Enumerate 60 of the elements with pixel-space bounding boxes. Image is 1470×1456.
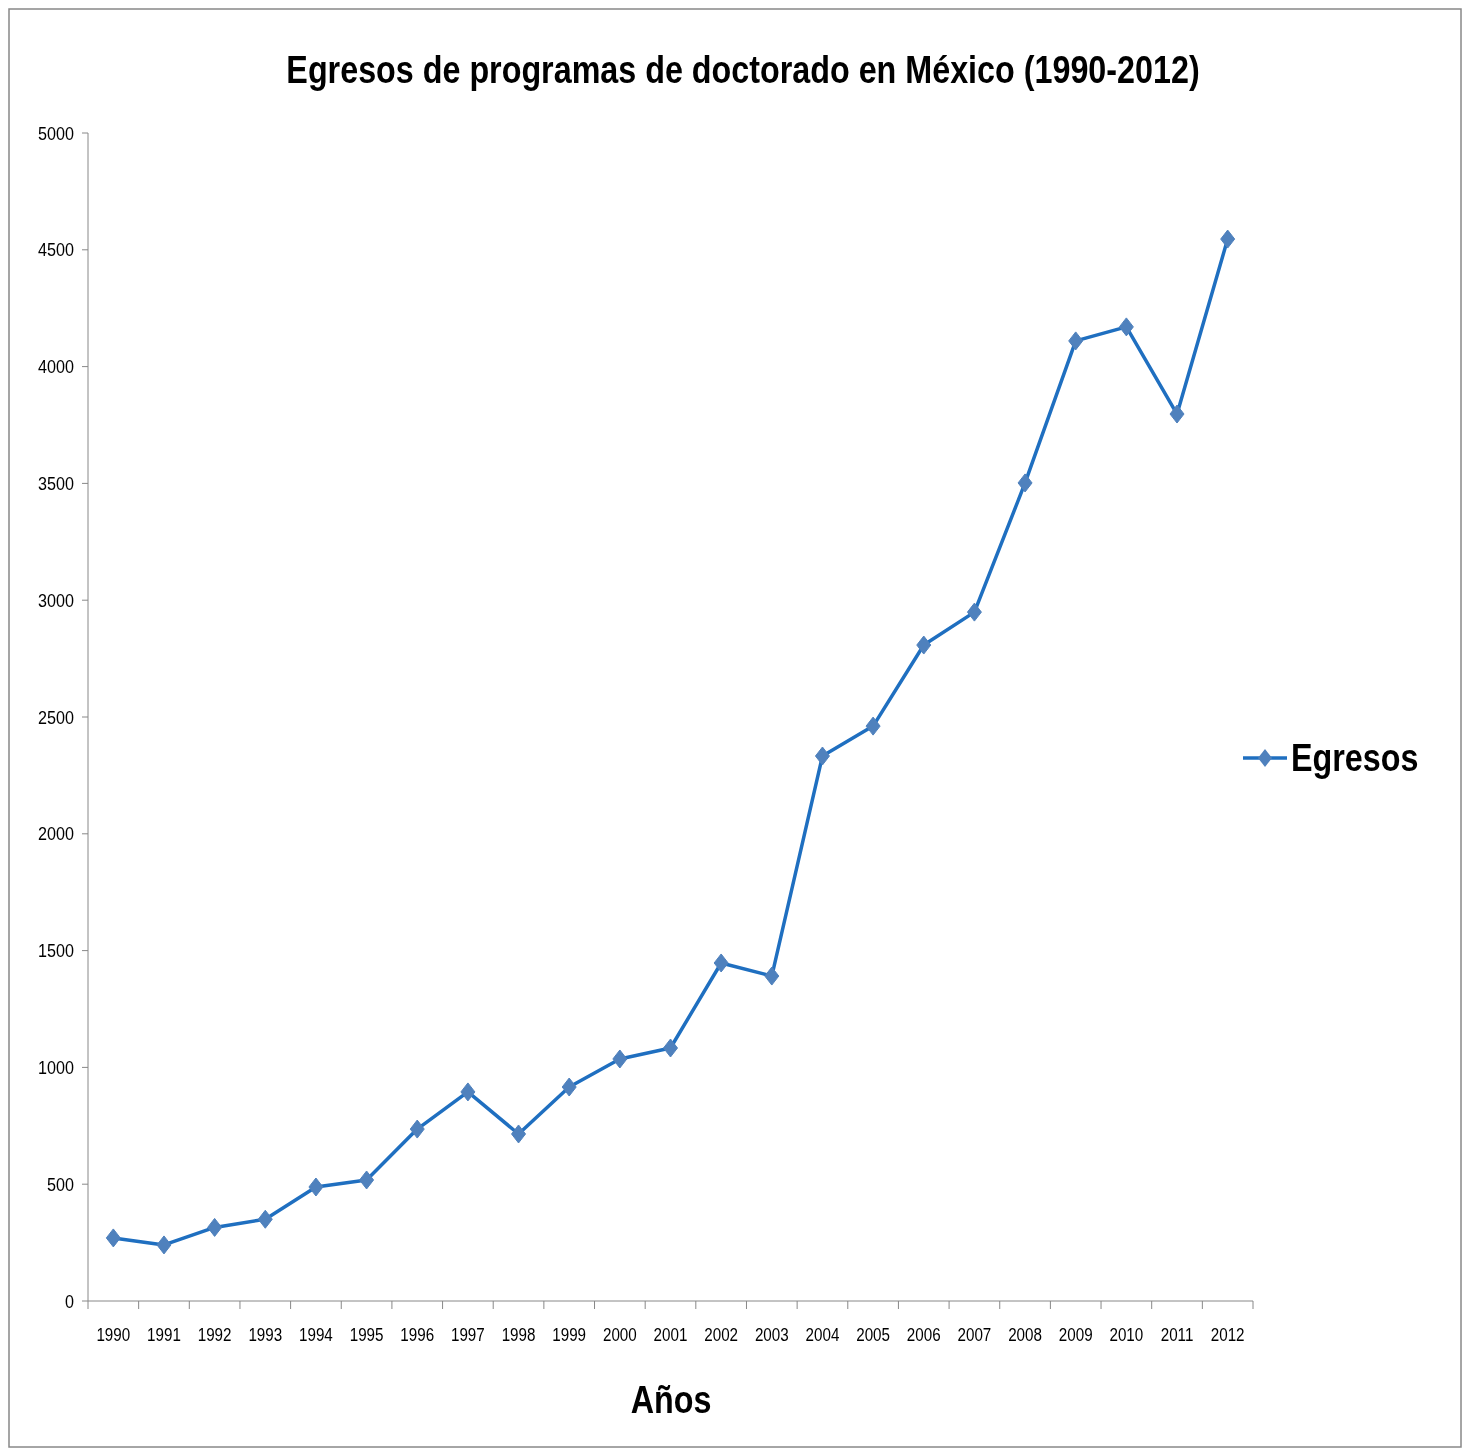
point bbox=[865, 716, 881, 736]
point bbox=[916, 635, 932, 655]
x-tick-label: 2006 bbox=[906, 1323, 941, 1346]
point bbox=[207, 1217, 223, 1237]
x-tick-label: 2012 bbox=[1210, 1323, 1245, 1346]
x-tick-label: 1997 bbox=[451, 1323, 485, 1346]
x-tick-label: 1990 bbox=[96, 1323, 131, 1346]
point bbox=[663, 1038, 678, 1058]
x-tick-label: 2004 bbox=[805, 1323, 840, 1346]
x-tick-label: 1993 bbox=[248, 1323, 283, 1346]
y-tick-label: 2500 bbox=[38, 706, 75, 728]
point bbox=[713, 953, 729, 973]
point bbox=[814, 746, 830, 766]
x-tick-label: 1999 bbox=[552, 1323, 587, 1346]
y-tick-label: 1000 bbox=[38, 1056, 75, 1079]
x-tick-label: 2003 bbox=[754, 1323, 789, 1346]
x-tick-label: 2000 bbox=[602, 1323, 637, 1346]
x-tick-label: 1995 bbox=[349, 1323, 384, 1346]
y-tick-label: 3500 bbox=[38, 472, 75, 495]
x-tick-label: 1996 bbox=[400, 1323, 435, 1346]
y-tick-label: 3000 bbox=[38, 589, 75, 612]
x-tick-label: 2002 bbox=[704, 1323, 739, 1346]
point bbox=[460, 1082, 476, 1102]
x-tick-label: 2010 bbox=[1109, 1323, 1144, 1346]
chart-title: Egresos de programas de doctorado en México (1990-2012) bbox=[286, 48, 1200, 91]
legend-label: Egresos bbox=[1291, 736, 1419, 779]
x-tick-label: 2001 bbox=[653, 1323, 688, 1346]
point bbox=[561, 1077, 577, 1097]
x-tick-label: 2011 bbox=[1160, 1323, 1194, 1346]
point bbox=[1118, 317, 1134, 337]
point bbox=[105, 1228, 121, 1248]
y-tick-label: 5000 bbox=[38, 122, 75, 144]
point bbox=[1220, 229, 1236, 249]
y-tick-label: 500 bbox=[47, 1173, 75, 1196]
x-tick-label: 2008 bbox=[1008, 1323, 1042, 1346]
y-tick-label: 4500 bbox=[38, 239, 75, 261]
point bbox=[156, 1235, 172, 1255]
point bbox=[511, 1124, 527, 1144]
point bbox=[257, 1209, 273, 1229]
y-tick-label: 0 bbox=[65, 1290, 75, 1312]
point bbox=[1169, 404, 1185, 424]
x-tick-label: 1991 bbox=[147, 1323, 181, 1346]
x-tick-label: 1998 bbox=[501, 1323, 536, 1346]
point bbox=[966, 602, 982, 622]
x-tick-label: 2007 bbox=[957, 1323, 992, 1346]
point bbox=[1017, 473, 1033, 493]
y-tick-label: 4000 bbox=[38, 356, 75, 378]
point bbox=[764, 966, 780, 986]
point bbox=[612, 1049, 628, 1069]
point bbox=[1068, 331, 1084, 351]
x-tick-label: 2009 bbox=[1058, 1323, 1093, 1346]
x-axis-title: Años bbox=[630, 1378, 712, 1421]
point bbox=[308, 1177, 324, 1197]
x-tick-label: 1994 bbox=[299, 1323, 334, 1346]
point bbox=[409, 1119, 425, 1139]
point bbox=[359, 1170, 375, 1190]
y-tick-label: 1500 bbox=[38, 940, 75, 962]
x-tick-label: 1992 bbox=[197, 1323, 232, 1346]
y-tick-label: 2000 bbox=[38, 823, 75, 845]
x-tick-label: 2005 bbox=[856, 1323, 890, 1346]
